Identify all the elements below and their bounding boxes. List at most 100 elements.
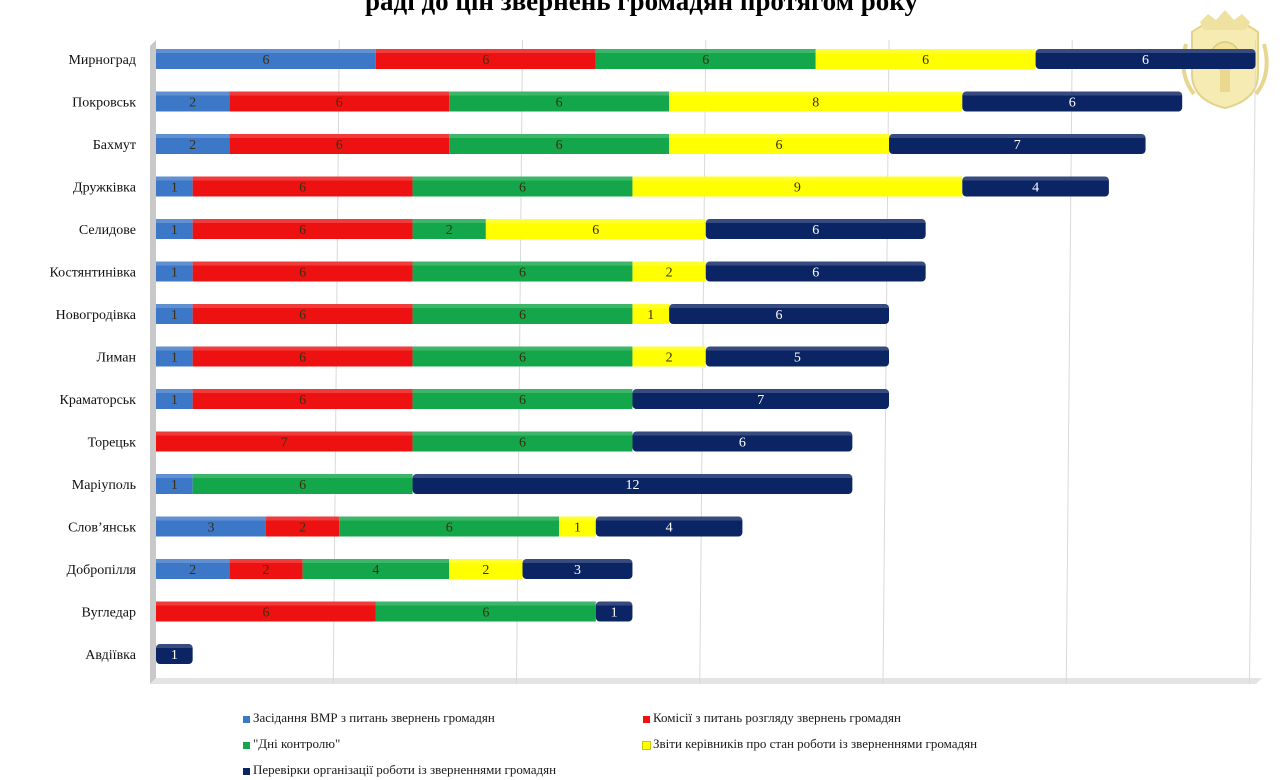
legend-label: Перевірки організації роботи із зверненн… (253, 762, 557, 777)
data-label: 1 (171, 478, 178, 493)
bar-highlight (962, 91, 1183, 96)
bar-segment (156, 304, 193, 324)
category-label: Вугледар (81, 606, 136, 621)
data-label: 6 (776, 138, 783, 153)
data-label: 6 (812, 223, 819, 238)
bar-segment (412, 431, 633, 452)
category-label: Мирноград (68, 53, 136, 68)
bar-segment (449, 134, 670, 154)
bar-segment (705, 219, 926, 239)
bar-segment (192, 219, 413, 239)
data-label: 6 (519, 266, 526, 281)
chart-side-wall (150, 40, 156, 684)
bar-segment (156, 261, 193, 282)
bar-segment (815, 49, 1036, 69)
legend-swatch (243, 767, 250, 775)
data-label: 6 (519, 393, 526, 408)
bar-highlight (449, 91, 670, 96)
bar-segment (156, 474, 193, 494)
bar-highlight (339, 516, 560, 521)
data-label: 2 (262, 563, 269, 578)
bar-segment (156, 219, 193, 239)
bar-segment (595, 49, 816, 69)
bar-highlight (815, 49, 1036, 53)
bar-highlight (229, 559, 303, 563)
stacked-bar-chart: 6 6 6 6 6 2 6 6 8 6 2 6 6 6 7 1 6 6 9 4 1 6 2 6 6 1 6 6 2 6 1 6 6 1 6 1 6 6 2 5… (50, 39, 1262, 685)
data-label: 6 (702, 53, 709, 68)
bar-segment (449, 559, 523, 579)
legend-entry: Звіти керівників про стан роботи із звер… (642, 736, 978, 752)
bar-highlight (192, 261, 413, 266)
category-label: Авдіївка (85, 648, 136, 663)
data-label: 1 (171, 393, 178, 408)
bar-segment (705, 346, 889, 367)
bar-segment (962, 176, 1109, 197)
data-label: 6 (1142, 53, 1149, 68)
bar-segment (156, 91, 230, 112)
legend-label: Звіти керівників про стан роботи із звер… (653, 736, 978, 751)
data-label: 6 (299, 351, 306, 366)
category-label: Селидове (79, 223, 136, 238)
bar-highlight (375, 49, 596, 53)
data-label: 6 (739, 436, 746, 451)
bar-segment (669, 304, 889, 324)
bar-highlight (192, 304, 413, 308)
data-label: 2 (446, 223, 453, 238)
data-label: 1 (171, 266, 178, 281)
category-label: Торецьк (88, 436, 137, 451)
bar-segment (632, 176, 963, 197)
data-label: 6 (299, 478, 306, 493)
bar-segment (412, 304, 633, 324)
data-label: 7 (281, 436, 288, 451)
bar-highlight (192, 474, 413, 478)
data-label: 2 (189, 96, 196, 111)
category-label: Костянтинівка (50, 266, 137, 281)
gridline (1249, 39, 1256, 685)
legend-entry: Засідання ВМР з питань звернень громадян (243, 710, 495, 726)
data-label: 1 (171, 223, 178, 238)
chart-floor (150, 678, 1262, 684)
category-label: Добропілля (67, 563, 137, 578)
data-label: 6 (299, 266, 306, 281)
data-label: 1 (171, 181, 178, 196)
legend-label: Засідання ВМР з питань звернень громадян (253, 710, 495, 725)
bar-highlight (522, 559, 633, 563)
bar-highlight (156, 644, 193, 648)
data-label: 9 (794, 181, 801, 196)
category-label: Краматорськ (59, 393, 136, 408)
bar-highlight (595, 601, 633, 606)
bar-highlight (192, 346, 413, 351)
chart-title: раді до цін звернень громадян протягом р… (365, 0, 918, 16)
bar-highlight (412, 389, 633, 393)
data-label: 7 (757, 393, 764, 408)
bar-highlight (962, 176, 1109, 181)
bar-highlight (485, 219, 706, 223)
data-label: 1 (647, 308, 654, 323)
bar-highlight (559, 516, 596, 521)
bar-segment (156, 559, 230, 579)
bar-highlight (412, 219, 486, 223)
bar-segment (192, 176, 413, 197)
bar-segment (669, 134, 889, 154)
bar-segment (889, 134, 1146, 154)
bar-segment (1035, 49, 1256, 69)
bar-segment (265, 516, 340, 537)
bar-segment (192, 389, 413, 409)
bar-highlight (156, 389, 193, 393)
category-label: Лиман (97, 351, 137, 366)
bar-highlight (632, 431, 853, 436)
bar-highlight (156, 474, 193, 478)
bar-highlight (156, 431, 413, 436)
bar-segment (156, 431, 413, 452)
bar-segment (302, 559, 450, 579)
data-label: 6 (336, 96, 343, 111)
data-label: 6 (262, 606, 269, 621)
data-label: 7 (1014, 138, 1021, 153)
bar-highlight (669, 134, 889, 138)
bar-segment (632, 431, 853, 452)
bar-highlight (156, 304, 193, 308)
data-label: 4 (666, 521, 673, 536)
data-label: 6 (556, 96, 563, 111)
bar-segment (156, 644, 193, 664)
data-label: 3 (207, 521, 214, 536)
